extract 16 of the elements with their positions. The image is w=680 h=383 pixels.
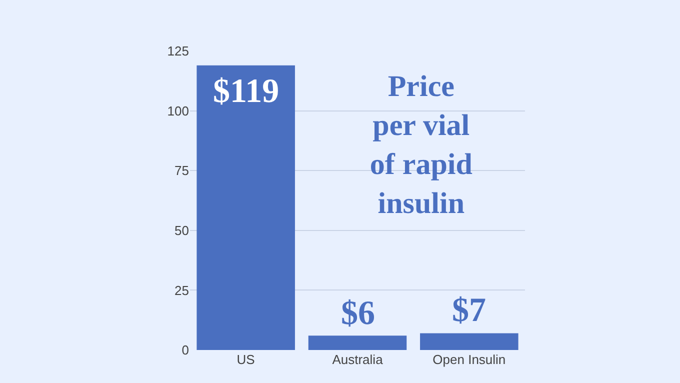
y-tick-label: 100 [167, 103, 189, 118]
data-label: $119 [213, 73, 280, 110]
y-tick-label: 25 [174, 282, 189, 298]
x-tick-label: US [236, 352, 256, 367]
data-label: $6 [341, 295, 375, 332]
x-tick-label: Australia [332, 352, 384, 367]
y-tick-label: 125 [167, 44, 189, 59]
bar [196, 65, 295, 350]
x-tick-label: Open Insulin [432, 352, 506, 367]
data-label: $7 [452, 292, 486, 329]
bar [420, 333, 518, 350]
bar [308, 336, 407, 350]
y-tick-label: 0 [182, 342, 189, 358]
y-tick-label: 75 [174, 163, 189, 178]
y-tick-label: 50 [174, 222, 189, 238]
text: Price per vial of rapid insulin [370, 70, 473, 220]
